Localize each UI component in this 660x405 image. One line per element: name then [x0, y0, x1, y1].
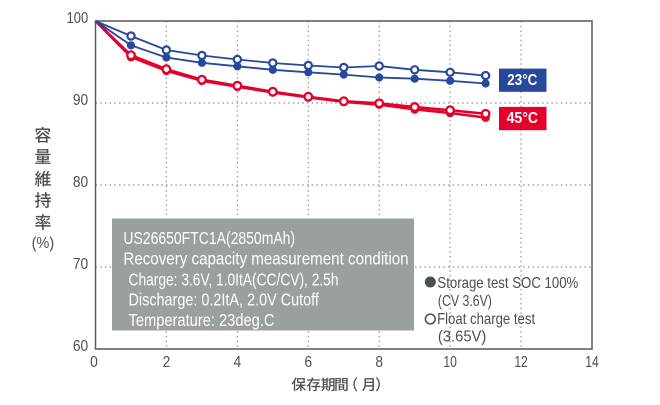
svg-text:Discharge: 0.2ItA, 2.0V Cutoff: Discharge: 0.2ItA, 2.0V Cutoff	[129, 289, 320, 309]
svg-text:80: 80	[73, 174, 89, 191]
svg-text:23°C: 23°C	[507, 72, 537, 89]
svg-text:(CV 3.6V): (CV 3.6V)	[438, 293, 492, 310]
svg-text:4: 4	[234, 354, 242, 371]
svg-text:Storage test SOC 100%: Storage test SOC 100%	[437, 275, 578, 292]
svg-text:0: 0	[90, 354, 98, 371]
svg-text:Float charge test: Float charge test	[437, 311, 535, 328]
svg-text:(%): (%)	[32, 235, 55, 252]
svg-text:8: 8	[375, 354, 383, 371]
svg-text:Charge: 3.6V, 1.0ItA(CC/CV), 2: Charge: 3.6V, 1.0ItA(CC/CV), 2.5h	[129, 269, 339, 289]
svg-text:6: 6	[304, 354, 312, 371]
svg-text:12: 12	[514, 354, 528, 371]
svg-text:Recovery capacity measurement: Recovery capacity measurement condition	[123, 249, 408, 269]
svg-text:100: 100	[67, 10, 89, 27]
svg-text:Temperature: 23deg.C: Temperature: 23deg.C	[129, 310, 275, 330]
svg-text:90: 90	[73, 92, 89, 109]
svg-text:14: 14	[585, 354, 599, 371]
svg-text:60: 60	[73, 338, 89, 355]
svg-text:2: 2	[163, 354, 171, 371]
svg-text:US26650FTC1A(2850mAh): US26650FTC1A(2850mAh)	[123, 228, 295, 248]
svg-text:(3.65V): (3.65V)	[438, 329, 486, 346]
svg-text:70: 70	[73, 256, 89, 273]
svg-text:45°C: 45°C	[507, 110, 538, 127]
svg-text:10: 10	[443, 354, 457, 371]
